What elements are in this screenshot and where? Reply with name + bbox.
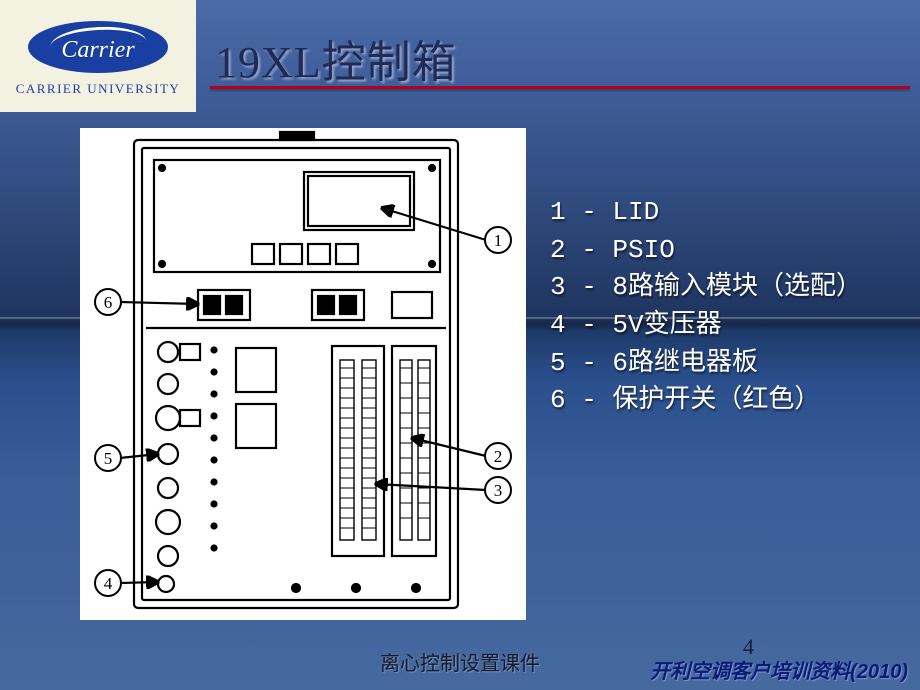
legend-item: 4 - 5V变压器 (550, 307, 862, 345)
title-underline (210, 86, 910, 89)
footer-right: 开利空调客户培训资料(2010) (650, 655, 908, 684)
control-box-diagram: 1 6 5 4 2 3 (80, 128, 526, 620)
logo-ellipse: Carrier (28, 21, 168, 73)
legend-item: 6 - 保护开关（红色） (550, 382, 862, 420)
logo: Carrier CARRIER UNIVERSITY (0, 0, 196, 112)
logo-subtitle: CARRIER UNIVERSITY (16, 81, 181, 97)
callout-1: 1 (494, 231, 503, 250)
callout-4: 4 (104, 574, 113, 593)
callout-3: 3 (494, 481, 503, 500)
callout-5: 5 (104, 449, 113, 468)
legend: 1 - LID 2 - PSIO 3 - 8路输入模块（选配） 4 - 5V变压… (550, 194, 862, 420)
legend-item: 1 - LID (550, 194, 862, 232)
callout-6: 6 (104, 293, 113, 312)
legend-item: 2 - PSIO (550, 232, 862, 270)
legend-item: 5 - 6路继电器板 (550, 345, 862, 383)
callout-2: 2 (494, 447, 503, 466)
legend-item: 3 - 8路输入模块（选配） (550, 269, 862, 307)
diagram-svg: 1 6 5 4 2 3 (80, 128, 526, 620)
slide: Carrier CARRIER UNIVERSITY 19XL控制箱 (0, 0, 920, 690)
page-title: 19XL控制箱 (215, 26, 457, 90)
